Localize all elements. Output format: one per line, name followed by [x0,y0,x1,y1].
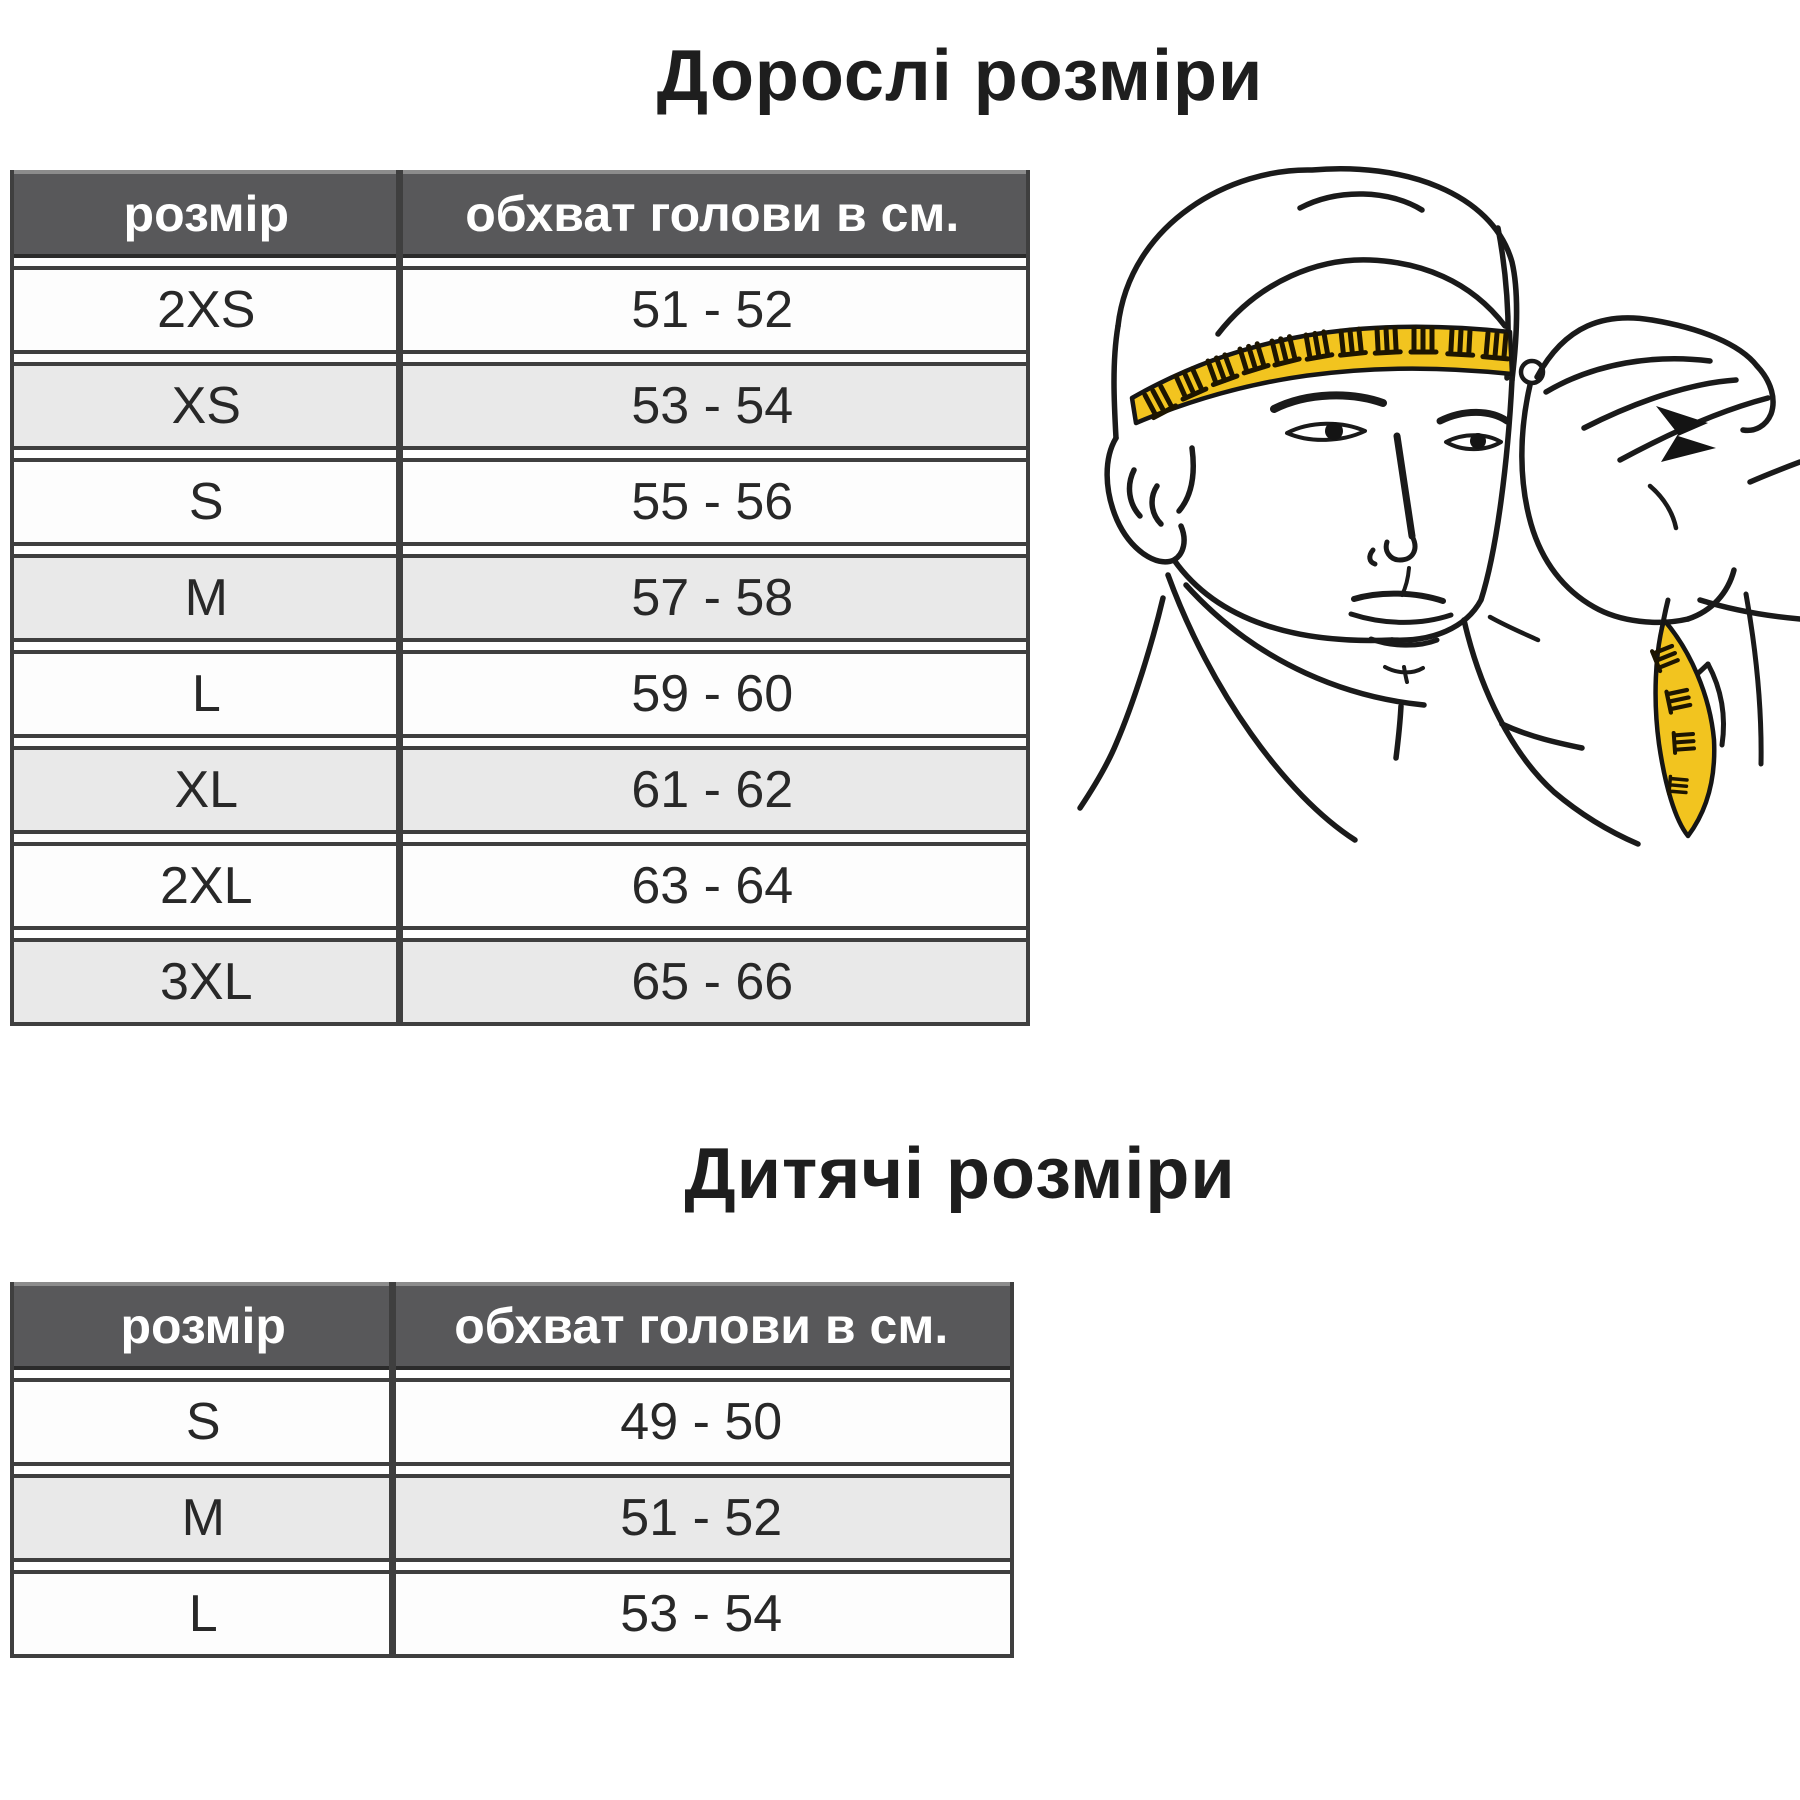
circumference-cell: 49 - 50 [620,1393,783,1451]
circumference-cell: 61 - 62 [631,761,794,819]
size-cell: M [184,569,228,627]
head-measurement-illustration [1077,166,1800,847]
adult-size-table: розмір обхват голови в см. 2XS 51 - 52 X… [10,170,1030,1026]
table-header-row: розмір обхват голови в см. [14,1282,1010,1370]
size-cell: XS [171,377,241,435]
size-cell: S [188,473,224,531]
table-row: XS 53 - 54 [14,362,1026,450]
adult-sizes-title: Дорослі розміри [656,36,1264,116]
size-cell: M [181,1489,225,1547]
children-sizes-title: Дитячі розміри [684,1134,1236,1214]
table-row: 3XL 65 - 66 [14,938,1026,1026]
circumference-cell: 65 - 66 [631,953,794,1011]
size-cell: XL [174,761,239,819]
children-size-table: розмір обхват голови в см. S 49 - 50 M 5… [10,1282,1014,1658]
table-row: L 59 - 60 [14,650,1026,738]
table-row: 2XL 63 - 64 [14,842,1026,930]
face-features [1270,391,1511,675]
circumference-cell: 63 - 64 [631,857,794,915]
dangling-tape-end [1652,617,1717,839]
measuring-tape-band [1129,324,1546,426]
table-row: L 53 - 54 [14,1570,1010,1658]
table-row: 2XS 51 - 52 [14,266,1026,354]
header-cell-circumference: обхват голови в см. [454,1298,949,1354]
table-row: M 51 - 52 [14,1474,1010,1562]
hand-pulling-tape [1519,315,1800,626]
size-cell: L [191,665,221,723]
circumference-cell: 55 - 56 [631,473,794,531]
circumference-cell: 51 - 52 [631,281,794,339]
column-divider [389,1282,397,1658]
header-cell-circumference: обхват голови в см. [465,186,960,242]
table-row: XL 61 - 62 [14,746,1026,834]
table-row: M 57 - 58 [14,554,1026,642]
head-outline [1104,166,1520,644]
header-cell-size: розмір [123,186,289,242]
table-row: S 49 - 50 [14,1378,1010,1466]
neck-and-shoulders [1077,572,1641,847]
size-cell: 2XL [160,857,253,915]
circumference-cell: 53 - 54 [620,1585,783,1643]
size-cell: S [185,1393,221,1451]
thumb-shadow [1656,406,1716,462]
circumference-cell: 53 - 54 [631,377,794,435]
size-cell: 3XL [160,953,253,1011]
column-divider [395,170,403,1026]
size-cell: L [188,1585,218,1643]
circumference-cell: 57 - 58 [631,569,794,627]
table-row: S 55 - 56 [14,458,1026,546]
circumference-cell: 51 - 52 [620,1489,783,1547]
size-cell: 2XS [157,281,256,339]
header-cell-size: розмір [120,1298,286,1354]
table-header-row: розмір обхват голови в см. [14,170,1026,258]
circumference-cell: 59 - 60 [631,665,794,723]
